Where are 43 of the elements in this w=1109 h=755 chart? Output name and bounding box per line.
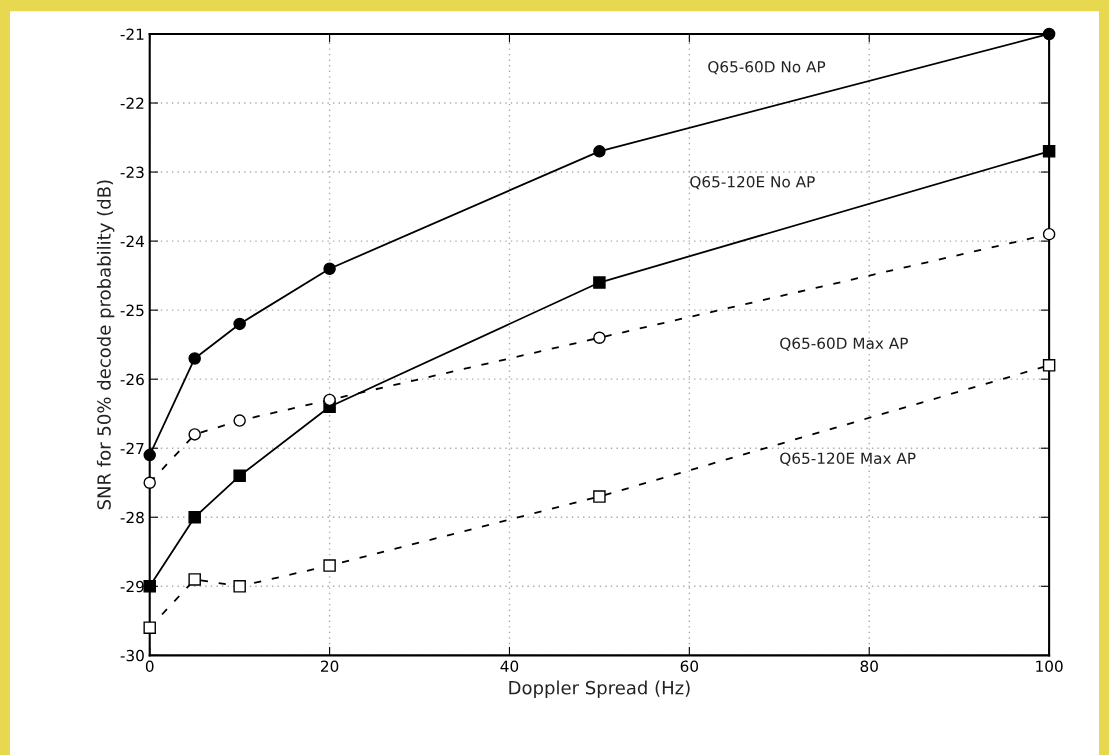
x-tick-label: 60 xyxy=(680,660,699,673)
point xyxy=(233,317,246,331)
y-tick-label: -23 xyxy=(120,166,144,179)
point xyxy=(1042,359,1056,372)
point xyxy=(188,573,201,586)
series-label: Q65-120E No AP xyxy=(690,175,815,190)
point xyxy=(188,428,201,441)
point xyxy=(143,621,156,634)
point xyxy=(188,352,201,365)
series-label: Q65-120E Max AP xyxy=(780,452,916,466)
point xyxy=(233,580,246,593)
point xyxy=(593,490,606,503)
y-tick-label: -24 xyxy=(120,235,144,247)
y-tick-label: -29 xyxy=(120,580,144,593)
point xyxy=(593,331,606,345)
point xyxy=(323,393,336,407)
point xyxy=(188,511,201,524)
y-tick-label: -26 xyxy=(120,373,144,386)
x-tick-label: 0 xyxy=(145,660,154,673)
y-tick-label: -21 xyxy=(120,28,144,40)
x-tick-label: 80 xyxy=(860,660,878,673)
x-tick-label: 20 xyxy=(320,660,339,673)
point xyxy=(593,276,606,289)
point xyxy=(1042,145,1056,158)
y-axis-title: SNR for 50% decode probability (dB) xyxy=(96,180,115,510)
text: Q65-60D Max AP xyxy=(780,337,908,351)
point xyxy=(593,145,606,158)
point xyxy=(233,469,246,483)
point xyxy=(323,559,336,572)
point xyxy=(143,476,156,489)
y-tick-label: -25 xyxy=(120,304,144,317)
y-tick-label: -30 xyxy=(120,649,144,662)
point xyxy=(323,262,336,275)
y-tick-label: -27 xyxy=(120,442,144,455)
y-tick-label: -22 xyxy=(120,97,144,109)
point xyxy=(143,448,156,462)
point xyxy=(1042,227,1056,241)
y-tick-label: -28 xyxy=(120,511,144,524)
series-label: Q65-60D No AP xyxy=(708,61,826,75)
x-tick-label: 40 xyxy=(500,660,519,673)
x-tick-label: 100 xyxy=(1036,660,1063,673)
point xyxy=(233,414,246,427)
x-axis-title: Doppler Spread (Hz) xyxy=(509,680,690,699)
